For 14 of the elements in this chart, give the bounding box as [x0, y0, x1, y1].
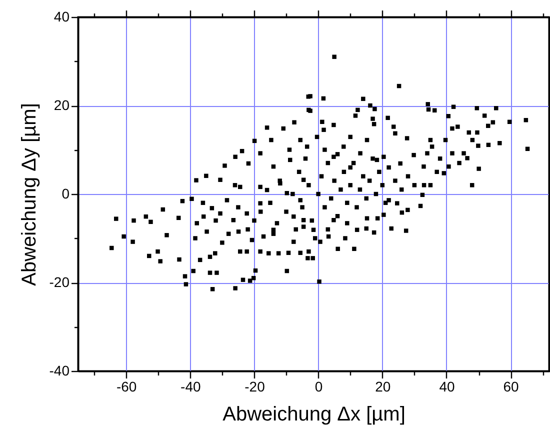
- x-tick-label: 0: [314, 378, 323, 394]
- y-tick-label: -40: [49, 362, 70, 378]
- y-tick-label: 20: [54, 97, 70, 113]
- y-axis-title: Abweichung Δy [µm]: [18, 103, 40, 286]
- x-tick-label: 20: [375, 378, 391, 394]
- y-tick-label: 40: [54, 8, 70, 24]
- y-tick-label: -20: [49, 274, 70, 290]
- x-tick-label: 60: [503, 378, 520, 394]
- x-tick-label: -60: [116, 378, 137, 394]
- x-tick-label: -20: [244, 378, 266, 394]
- y-tick-label: 0: [62, 186, 70, 202]
- x-axis-title: Abweichung Δx [µm]: [222, 404, 406, 426]
- x-tick-label: 40: [439, 378, 455, 394]
- x-tick-label: -40: [180, 378, 201, 394]
